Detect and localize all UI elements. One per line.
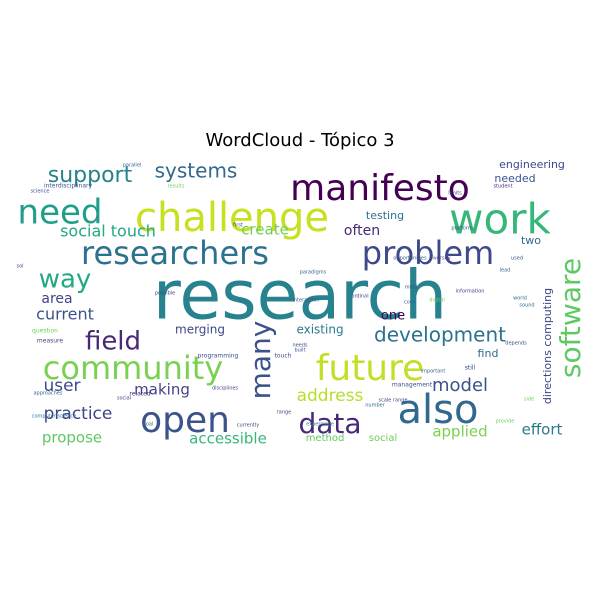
word-code: code (404, 300, 416, 306)
word-software: software (554, 258, 587, 378)
word-student: student (493, 184, 512, 190)
word-often: often (344, 223, 380, 239)
word-measure: measure (37, 338, 63, 345)
word-existing: existing (296, 323, 343, 337)
word-future: future (316, 348, 425, 389)
word-sol: sol (16, 264, 23, 270)
word-sound: sound (519, 303, 534, 309)
word-social-touch: social touch (60, 222, 156, 241)
word-parallel: parallel (123, 163, 142, 169)
word-mind: mind (405, 285, 418, 291)
word-accessible: accessible (189, 430, 267, 448)
word-support: support (48, 163, 133, 188)
word-important: important (421, 369, 446, 375)
word-area: area (41, 291, 72, 307)
word-scale-range: scale range (378, 398, 407, 404)
word-open: open (140, 400, 230, 441)
word-propose: propose (42, 429, 102, 447)
word-development: development (374, 323, 506, 347)
word-first: first (233, 223, 243, 229)
word-problem: problem (362, 234, 494, 272)
word-create: create (241, 221, 289, 239)
word-address: address (297, 386, 364, 406)
word-social: social (369, 433, 398, 444)
word-many: many (244, 321, 277, 400)
word-data: data (298, 407, 361, 440)
word-question: question (32, 328, 58, 335)
word-model: model (432, 375, 488, 396)
word-applied: applied (432, 423, 487, 441)
word-platform: platform (451, 226, 472, 232)
word-way: way (39, 265, 92, 295)
word-directions-computing: directions computing (541, 288, 554, 404)
word-user: user (43, 376, 80, 396)
word-engineering: engineering (499, 158, 565, 171)
word-still: still (465, 365, 476, 372)
word-used: used (511, 256, 523, 262)
word-built: built (294, 348, 305, 354)
word-effort: effort (522, 421, 563, 439)
word-approaches: approaches (33, 391, 62, 397)
word-range: range (277, 410, 292, 416)
word-computer-science: computer science (32, 414, 77, 420)
word-depends: depends (505, 341, 527, 347)
word-touch: touch (275, 353, 292, 360)
word-practice: practice (44, 404, 113, 424)
word-limits: limits (448, 191, 462, 197)
word-disciplines: disciplines (212, 386, 239, 392)
word-systems: systems (155, 159, 238, 183)
word-programming: programming (198, 353, 239, 360)
word-currently: currently (237, 423, 259, 429)
word-interdisciplinary: interdisciplinary (44, 183, 93, 190)
word-research: research (153, 257, 447, 336)
word-interaction: interaction (292, 298, 319, 304)
word-two: two (521, 234, 541, 247)
word-field: field (85, 327, 141, 357)
word-making: making (134, 381, 190, 399)
word-community: community (43, 349, 223, 387)
word-challenge: challenge (135, 195, 329, 241)
word-also: also (398, 387, 479, 433)
word-one: one (381, 309, 405, 324)
word-lead: lead (500, 268, 511, 274)
word-needs: needs (292, 343, 307, 349)
word-management: management (392, 382, 433, 389)
word-digital: digital (429, 298, 445, 304)
word-opportunities: opportunities (393, 256, 427, 262)
word-work: work (449, 195, 551, 244)
word-social: social (117, 396, 131, 402)
word-related: related (129, 391, 150, 398)
word-number: number (365, 403, 385, 409)
word-merging: merging (175, 323, 225, 337)
word-manifesto: manifesto (290, 168, 470, 209)
word-provide: provide (496, 419, 515, 425)
word-possible: possible (155, 291, 175, 297)
word-goal: goal (143, 422, 154, 428)
word-researchers: researchers (81, 234, 269, 272)
word-experience: experience (306, 422, 334, 428)
word-current: current (36, 305, 94, 324)
word-paradigms: paradigms (300, 270, 327, 276)
word-information: information (456, 289, 485, 295)
word-ordinal: ordinal (351, 294, 368, 300)
word-needed: needed (494, 172, 535, 185)
word-method: method (306, 433, 345, 444)
word-side: side (524, 397, 534, 403)
word-testing: testing (366, 209, 404, 222)
word-find: find (478, 347, 499, 360)
word-results: results (168, 184, 185, 190)
word-need: need (18, 193, 103, 233)
word-science: science (31, 189, 50, 195)
word-world: world (513, 296, 527, 302)
word-diversity: diversity (429, 256, 451, 262)
chart-title: WordCloud - Tópico 3 (205, 130, 395, 151)
